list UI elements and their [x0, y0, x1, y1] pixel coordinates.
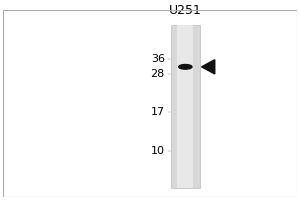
Text: 17: 17: [151, 107, 165, 117]
Polygon shape: [202, 60, 215, 74]
Text: 28: 28: [151, 69, 165, 79]
Text: U251: U251: [169, 4, 202, 17]
Bar: [171, 25, 200, 188]
Text: 10: 10: [151, 146, 165, 156]
Text: 36: 36: [151, 54, 165, 64]
Ellipse shape: [179, 65, 192, 69]
Bar: [177, 25, 194, 188]
